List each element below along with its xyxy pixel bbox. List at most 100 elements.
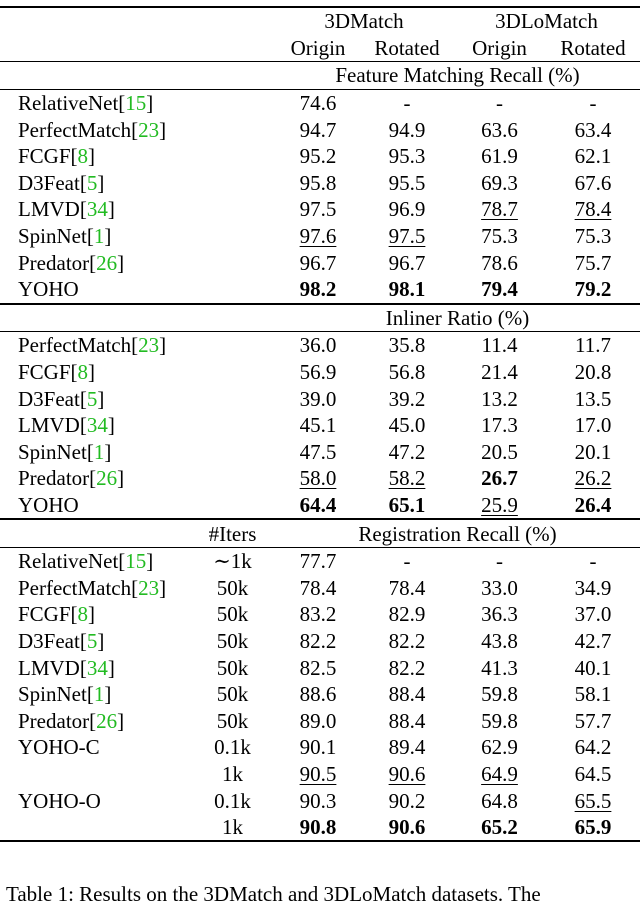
value-cell: 90.1 — [275, 734, 361, 761]
value-cell: 90.3 — [275, 787, 361, 814]
cell-value: 58.0 — [299, 466, 337, 491]
cite-open-bracket: [ — [86, 439, 94, 464]
iters-value — [190, 275, 275, 305]
table-row: LMVD[34] 97.5 96.9 78.7 78.4 — [0, 196, 640, 223]
method-name: LMVD[34] — [0, 412, 190, 439]
cite-close-bracket: ] — [104, 224, 112, 249]
method-label: FCGF — [18, 360, 71, 385]
cite-close-bracket: ] — [88, 144, 96, 169]
iters-value: 0.1k — [214, 788, 251, 813]
value-cell: 37.0 — [546, 601, 640, 628]
section-header-row: Inliner Ratio (%) — [0, 303, 640, 333]
citation-link: 8 — [77, 144, 89, 169]
value-cell: 62.1 — [546, 143, 640, 170]
cell-value: 61.9 — [481, 144, 518, 169]
cell-value: 94.7 — [299, 117, 337, 142]
header-3dlomatch-origin: Origin — [453, 34, 546, 63]
value-cell: 82.5 — [275, 654, 361, 681]
cell-value: 59.8 — [481, 708, 518, 733]
value-cell: 90.8 — [275, 813, 361, 843]
cell-value: 17.3 — [481, 413, 518, 438]
cell-value: 13.2 — [481, 386, 518, 411]
value-cell: 79.2 — [546, 275, 640, 305]
value-cell: - — [361, 547, 453, 574]
value-cell: 78.4 — [275, 574, 361, 601]
section-spacer — [0, 61, 190, 90]
citation-link: 34 — [86, 197, 108, 222]
cell-value: - — [589, 91, 597, 116]
cell-value: 63.6 — [481, 117, 518, 142]
cite-open-bracket: [ — [89, 466, 97, 491]
value-cell: 88.4 — [361, 707, 453, 734]
cite-open-bracket: [ — [70, 144, 78, 169]
value-cell: 82.2 — [275, 628, 361, 655]
cell-value: 20.1 — [574, 439, 612, 464]
header-3dmatch-rotated: Rotated — [361, 34, 453, 63]
value-cell: 89.0 — [275, 707, 361, 734]
table-row: LMVD[34] 45.1 45.0 17.3 17.0 — [0, 412, 640, 439]
table-row: Predator[26] 96.7 96.7 78.6 75.7 — [0, 249, 640, 276]
cell-value: 79.4 — [481, 277, 518, 302]
value-cell: 89.4 — [361, 734, 453, 761]
value-cell: 47.5 — [275, 439, 361, 466]
value-cell: 65.9 — [546, 813, 640, 843]
cell-value: 33.0 — [481, 575, 518, 600]
cell-value: 96.7 — [299, 250, 337, 275]
table-row: PerfectMatch[23] 50k 78.4 78.4 33.0 34.9 — [0, 574, 640, 601]
cell-value: 98.2 — [299, 277, 337, 302]
cell-value: 57.7 — [574, 708, 612, 733]
cell-value: 65.5 — [574, 788, 612, 813]
cite-open-bracket: [ — [131, 575, 139, 600]
cell-value: 95.2 — [299, 144, 337, 169]
table-caption: Table 1: Results on the 3DMatch and 3DLo… — [6, 882, 541, 906]
cell-value: 89.0 — [299, 708, 337, 733]
method-label: Predator — [18, 466, 90, 491]
cell-value: 97.5 — [299, 197, 337, 222]
cell-value: 26.4 — [574, 492, 612, 517]
cite-close-bracket: ] — [88, 602, 96, 627]
value-cell: 36.3 — [453, 601, 546, 628]
method-name: PerfectMatch[23] — [0, 332, 190, 359]
method-name: YOHO — [0, 275, 190, 305]
table-row: YOHO 64.4 65.1 25.9 26.4 — [0, 491, 640, 521]
method-label: PerfectMatch — [18, 575, 132, 600]
cell-value: 26.7 — [481, 466, 518, 491]
cell-value: 36.3 — [481, 602, 518, 627]
method-label: D3Feat — [18, 170, 80, 195]
value-cell: 65.2 — [453, 813, 546, 843]
cell-value: 98.1 — [388, 277, 426, 302]
value-cell: 88.4 — [361, 681, 453, 708]
value-cell: 96.7 — [361, 249, 453, 276]
cite-close-bracket: ] — [97, 170, 105, 195]
cell-value: 45.0 — [388, 413, 426, 438]
value-cell: 67.6 — [546, 170, 640, 197]
value-cell: 39.2 — [361, 385, 453, 412]
value-cell: - — [453, 547, 546, 574]
method-label: SpinNet — [18, 224, 87, 249]
method-name: SpinNet[1] — [0, 681, 190, 708]
cell-value: 45.1 — [299, 413, 337, 438]
value-cell: 35.8 — [361, 332, 453, 359]
value-cell: 58.2 — [361, 465, 453, 492]
method-label: SpinNet — [18, 439, 87, 464]
value-cell: 94.9 — [361, 116, 453, 143]
cell-value: 39.0 — [299, 386, 337, 411]
method-name: D3Feat[5] — [0, 170, 190, 197]
cite-open-bracket: [ — [118, 549, 126, 574]
value-cell: 42.7 — [546, 628, 640, 655]
value-cell: 43.8 — [453, 628, 546, 655]
value-cell: 45.1 — [275, 412, 361, 439]
iters-value: 0.1k — [214, 735, 251, 760]
method-name: RelativeNet[15] — [0, 547, 190, 574]
value-cell: 41.3 — [453, 654, 546, 681]
cell-value: 43.8 — [481, 628, 518, 653]
value-cell: 26.7 — [453, 465, 546, 492]
cell-value: 95.5 — [388, 170, 426, 195]
cell-value: 13.5 — [574, 386, 612, 411]
cell-value: 64.9 — [481, 761, 518, 786]
cell-value: 64.5 — [574, 761, 612, 786]
value-cell: 97.5 — [275, 196, 361, 223]
value-cell: 64.2 — [546, 734, 640, 761]
method-name: RelativeNet[15] — [0, 89, 190, 116]
method-label: PerfectMatch — [18, 117, 132, 142]
